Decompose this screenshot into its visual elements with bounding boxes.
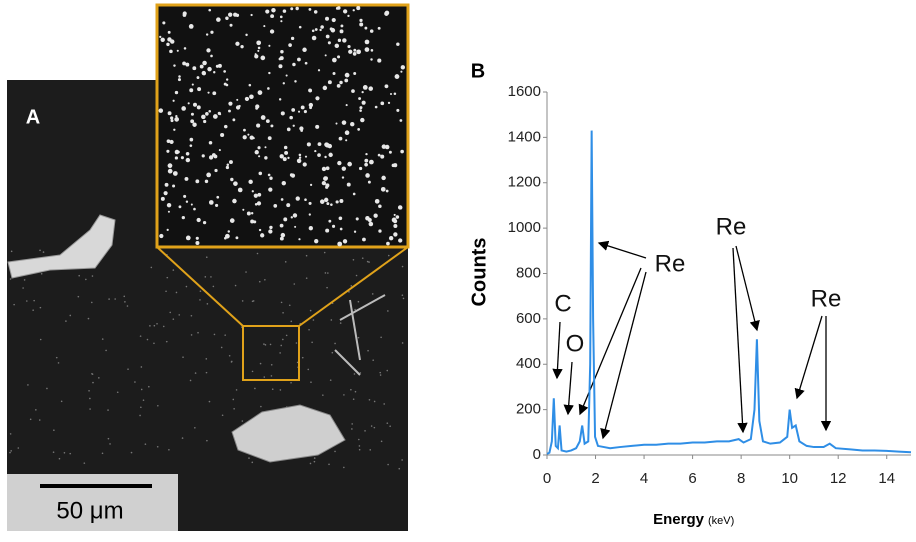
x-tick-label: 2 (591, 470, 599, 487)
y-tick-label: 600 (516, 310, 541, 327)
x-tick-label: 0 (543, 470, 551, 487)
scale-bar-label: 50 μm (56, 497, 123, 524)
annotation: O (566, 330, 585, 357)
x-tick-label: 4 (640, 470, 648, 487)
annotation: Re (811, 285, 842, 312)
x-tick-label: 12 (830, 470, 847, 487)
y-tick-label: 200 (516, 401, 541, 418)
x-tick-label: 8 (737, 470, 745, 487)
annotation: Re (716, 213, 747, 240)
y-tick-label: 1200 (508, 174, 541, 191)
x-tick-label: 14 (878, 470, 895, 487)
figure: 50 μm A B Counts Energy (keV) C O Re Re … (0, 0, 916, 537)
arrows (557, 243, 826, 438)
y-tick-label: 1600 (508, 83, 541, 100)
panel-label: B (471, 60, 485, 82)
x-axis-label: Energy (653, 511, 705, 528)
x-axis-unit: (keV) (708, 515, 734, 527)
annotation: C (554, 290, 571, 317)
x-tick-label: 10 (781, 470, 798, 487)
y-tick-label: 1400 (508, 128, 541, 145)
y-axis-label: Counts (468, 238, 490, 307)
y-tick-label: 800 (516, 264, 541, 281)
sem-image: 50 μm A (7, 5, 408, 531)
y-tick-label: 400 (516, 355, 541, 372)
y-tick-label: 0 (533, 446, 541, 463)
x-tick-label: 6 (688, 470, 696, 487)
y-tick-label: 1000 (508, 219, 541, 236)
annotation: Re (655, 250, 686, 277)
spectrum-line (547, 131, 911, 454)
panel-label: A (26, 106, 40, 128)
